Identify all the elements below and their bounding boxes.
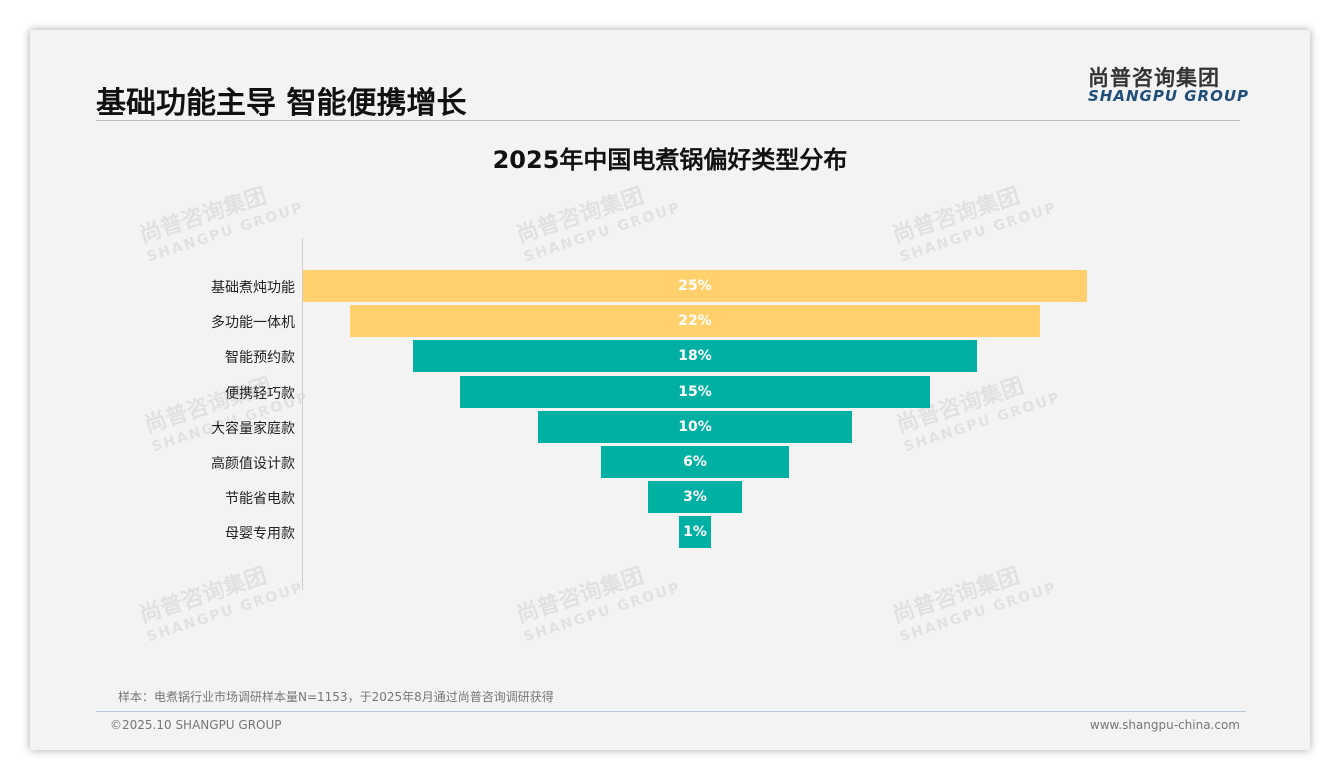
funnel-bar: 22% bbox=[350, 305, 1040, 338]
category-label: 母婴专用款 bbox=[225, 526, 295, 543]
funnel-bar: 1% bbox=[679, 516, 711, 549]
chart-title: 2025年中国电煮锅偏好类型分布 bbox=[492, 146, 848, 174]
copyright: ©2025.10 SHANGPU GROUP bbox=[110, 718, 282, 732]
website-url: www.shangpu-china.com bbox=[1089, 718, 1240, 732]
category-label: 大容量家庭款 bbox=[211, 420, 295, 437]
data-label: 15% bbox=[678, 383, 712, 400]
page-title: 基础功能主导 智能便携增长 bbox=[96, 86, 467, 121]
category-label: 智能预约款 bbox=[225, 350, 295, 367]
data-label: 22% bbox=[678, 313, 712, 330]
category-label: 基础煮炖功能 bbox=[211, 280, 295, 296]
sample-note: 样本：电煮锅行业市场调研样本量N=1153，于2025年8月通过尚普咨询调研获得 bbox=[118, 690, 554, 704]
category-label: 多功能一体机 bbox=[211, 315, 295, 332]
category-label: 节能省电款 bbox=[225, 491, 295, 508]
logo-cn: 尚普咨询集团 bbox=[1088, 66, 1220, 90]
data-label: 25% bbox=[678, 278, 712, 294]
data-label: 18% bbox=[678, 348, 712, 365]
funnel-bar: 6% bbox=[600, 446, 790, 478]
data-label: 10% bbox=[678, 418, 712, 435]
funnel-bar: 15% bbox=[459, 375, 931, 408]
funnel-bar: 10% bbox=[538, 410, 852, 443]
slide: 基础功能主导 智能便携增长 尚普咨询集团 SHANGPU GROUP 样本：电煮… bbox=[30, 30, 1310, 750]
category-axis bbox=[302, 238, 303, 590]
funnel-bar: 25% bbox=[303, 270, 1087, 302]
category-label: 高颜值设计款 bbox=[211, 456, 295, 472]
data-label: 6% bbox=[683, 454, 707, 470]
data-label: 1% bbox=[683, 524, 707, 541]
divider bbox=[96, 120, 1240, 121]
funnel-bar: 18% bbox=[412, 340, 978, 373]
data-label: 3% bbox=[683, 489, 707, 506]
logo-en: SHANGPU GROUP bbox=[1088, 87, 1250, 105]
footer-divider bbox=[96, 711, 1246, 712]
funnel-bar: 3% bbox=[647, 481, 743, 514]
category-label: 便携轻巧款 bbox=[225, 385, 295, 402]
